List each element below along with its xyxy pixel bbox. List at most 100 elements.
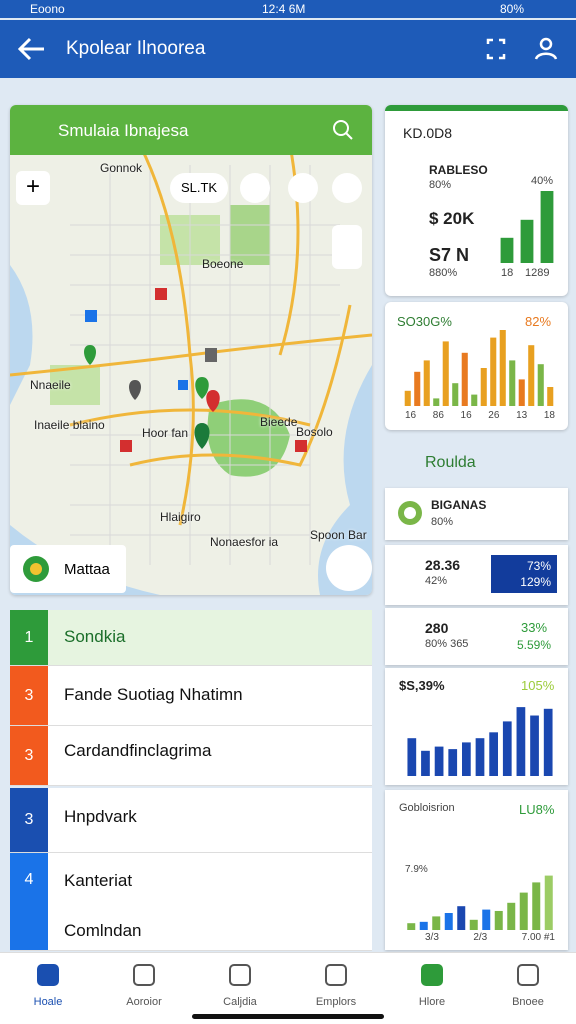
back-button[interactable] — [16, 36, 46, 62]
right-label: LU8% — [519, 802, 555, 817]
section-title: Rouldа — [425, 454, 476, 471]
sub: 80% — [431, 516, 454, 528]
label: 280 — [425, 620, 449, 636]
bar — [442, 341, 449, 406]
bar — [452, 383, 459, 406]
list-row[interactable]: 3 Hnpdvark — [10, 788, 372, 853]
list-row[interactable]: 3 Fande Suotiag Nhatimn — [10, 666, 372, 726]
row-number: 3 — [10, 788, 48, 852]
bar — [537, 364, 544, 406]
app-bar: Kpolear Ilnoorea — [0, 20, 576, 78]
bar — [547, 387, 554, 406]
item[interactable]: 280 80% 365 33% 5.59% — [385, 608, 568, 665]
axis-label: 16 — [460, 410, 472, 421]
bar — [518, 379, 525, 406]
filter-chip[interactable]: SL.TK — [170, 173, 228, 203]
map-label: Inaeile blaino — [34, 418, 105, 432]
section-header: Rouldа — [385, 445, 568, 481]
axis-label: 13 — [516, 410, 528, 421]
mixed-panel: SO30G% 82% 16 86 16 26 13 18 — [385, 302, 568, 430]
row-number: 3 — [10, 726, 48, 785]
list-row[interactable]: 1 Sondkia — [10, 610, 372, 666]
bar — [520, 219, 534, 263]
row-number: 1 — [10, 610, 48, 665]
nav-label: Emplors — [315, 996, 357, 1008]
bar — [475, 738, 485, 776]
bar — [540, 191, 554, 263]
status-bar: Eoono 12:4 6M 80% — [0, 0, 576, 18]
right-top: 33% — [521, 620, 548, 635]
axis-label: 18 — [543, 410, 555, 421]
nav-label: Aoroior — [126, 996, 162, 1008]
bar — [544, 875, 553, 930]
nav-item[interactable]: Hoale — [0, 958, 96, 1008]
map-label: Bosolo — [296, 425, 333, 439]
axis: 16 86 16 26 13 18 — [405, 410, 555, 421]
nav-label: Hoale — [33, 996, 63, 1008]
bar — [433, 398, 440, 406]
bar — [530, 715, 539, 776]
nav-item[interactable]: Hlore — [384, 958, 480, 1008]
nav-label: Hlore — [418, 996, 446, 1008]
nav-item[interactable]: Emplors — [288, 958, 384, 1008]
bar — [532, 882, 541, 930]
label: RABLESO — [429, 163, 488, 177]
badge: 73% 129% — [491, 555, 557, 593]
bar — [502, 721, 512, 776]
nav-item[interactable]: Caljdia — [192, 958, 288, 1008]
row-text: Cardandfinclagrima — [64, 741, 212, 760]
axis-label: 18 — [501, 267, 514, 279]
search-bar[interactable]: Smulaia Ibnajesa — [10, 105, 372, 155]
map[interactable]: Smulaia Ibnajesa + SL.TK Gonnok Boeone N… — [10, 105, 372, 595]
bar — [499, 330, 506, 406]
bar — [500, 237, 514, 263]
summary-panel: KD.0D8 RABLESO 80% $ 20K S7 N 880% 40% 1… — [385, 105, 568, 296]
axis-label: 3/3 — [425, 932, 439, 943]
mini-chart — [407, 707, 553, 776]
nav-item[interactable]: Bnoee — [480, 958, 576, 1008]
axis-label: 26 — [488, 410, 500, 421]
label: BIGANAS — [431, 498, 487, 512]
scan-button[interactable] — [486, 38, 506, 60]
row-number: 3 — [10, 666, 48, 725]
map-button[interactable] — [288, 173, 318, 203]
right-label: 105% — [521, 678, 555, 693]
time: 12:4 6M — [262, 2, 306, 16]
locate-button[interactable] — [326, 545, 372, 591]
place-card[interactable]: Mattaa — [10, 545, 126, 593]
bar — [461, 352, 468, 406]
map-button[interactable] — [332, 173, 362, 203]
list-row[interactable]: 4 Kanteriat Comlndan — [10, 853, 372, 951]
sub: 80% — [429, 179, 452, 191]
list-row[interactable]: 3 Cardandfinclagrima — [10, 726, 372, 786]
blue-panel: $S,39% 105% — [385, 668, 568, 785]
last-panel: Gobloisrion LU8% 7.9% 3/3 2/3 7.00 #1 — [385, 790, 568, 950]
bar — [543, 708, 553, 776]
bar — [509, 360, 516, 406]
small-label: 7.9% — [405, 864, 428, 875]
axis-label: 2/3 — [473, 932, 488, 943]
bar — [482, 909, 491, 930]
nav-item[interactable]: Aoroior — [96, 958, 192, 1008]
nav-label: Bnoee — [512, 996, 544, 1008]
row-text: Kanteriat — [64, 871, 133, 890]
zoom-in[interactable]: + — [16, 171, 50, 205]
bar — [490, 337, 497, 406]
label: 28.36 — [425, 557, 461, 573]
top-label: 40% — [531, 175, 554, 187]
bar — [448, 749, 458, 776]
item[interactable]: BIGANAS 80% — [385, 488, 568, 540]
row-number: 4 — [10, 853, 48, 950]
map-label: Hoor fan — [142, 426, 189, 440]
battery: 80% — [500, 2, 525, 16]
label: S7 N — [429, 245, 470, 265]
layers-button[interactable] — [332, 225, 362, 269]
item[interactable]: 28.36 42% 73% 129% — [385, 545, 568, 605]
bar — [494, 910, 503, 930]
bar — [457, 906, 466, 930]
axis-label: 1289 — [525, 267, 550, 279]
search-icon[interactable] — [332, 119, 354, 141]
carrier: Eoono — [30, 2, 65, 16]
map-button[interactable] — [240, 173, 270, 203]
profile-button[interactable] — [534, 36, 558, 60]
